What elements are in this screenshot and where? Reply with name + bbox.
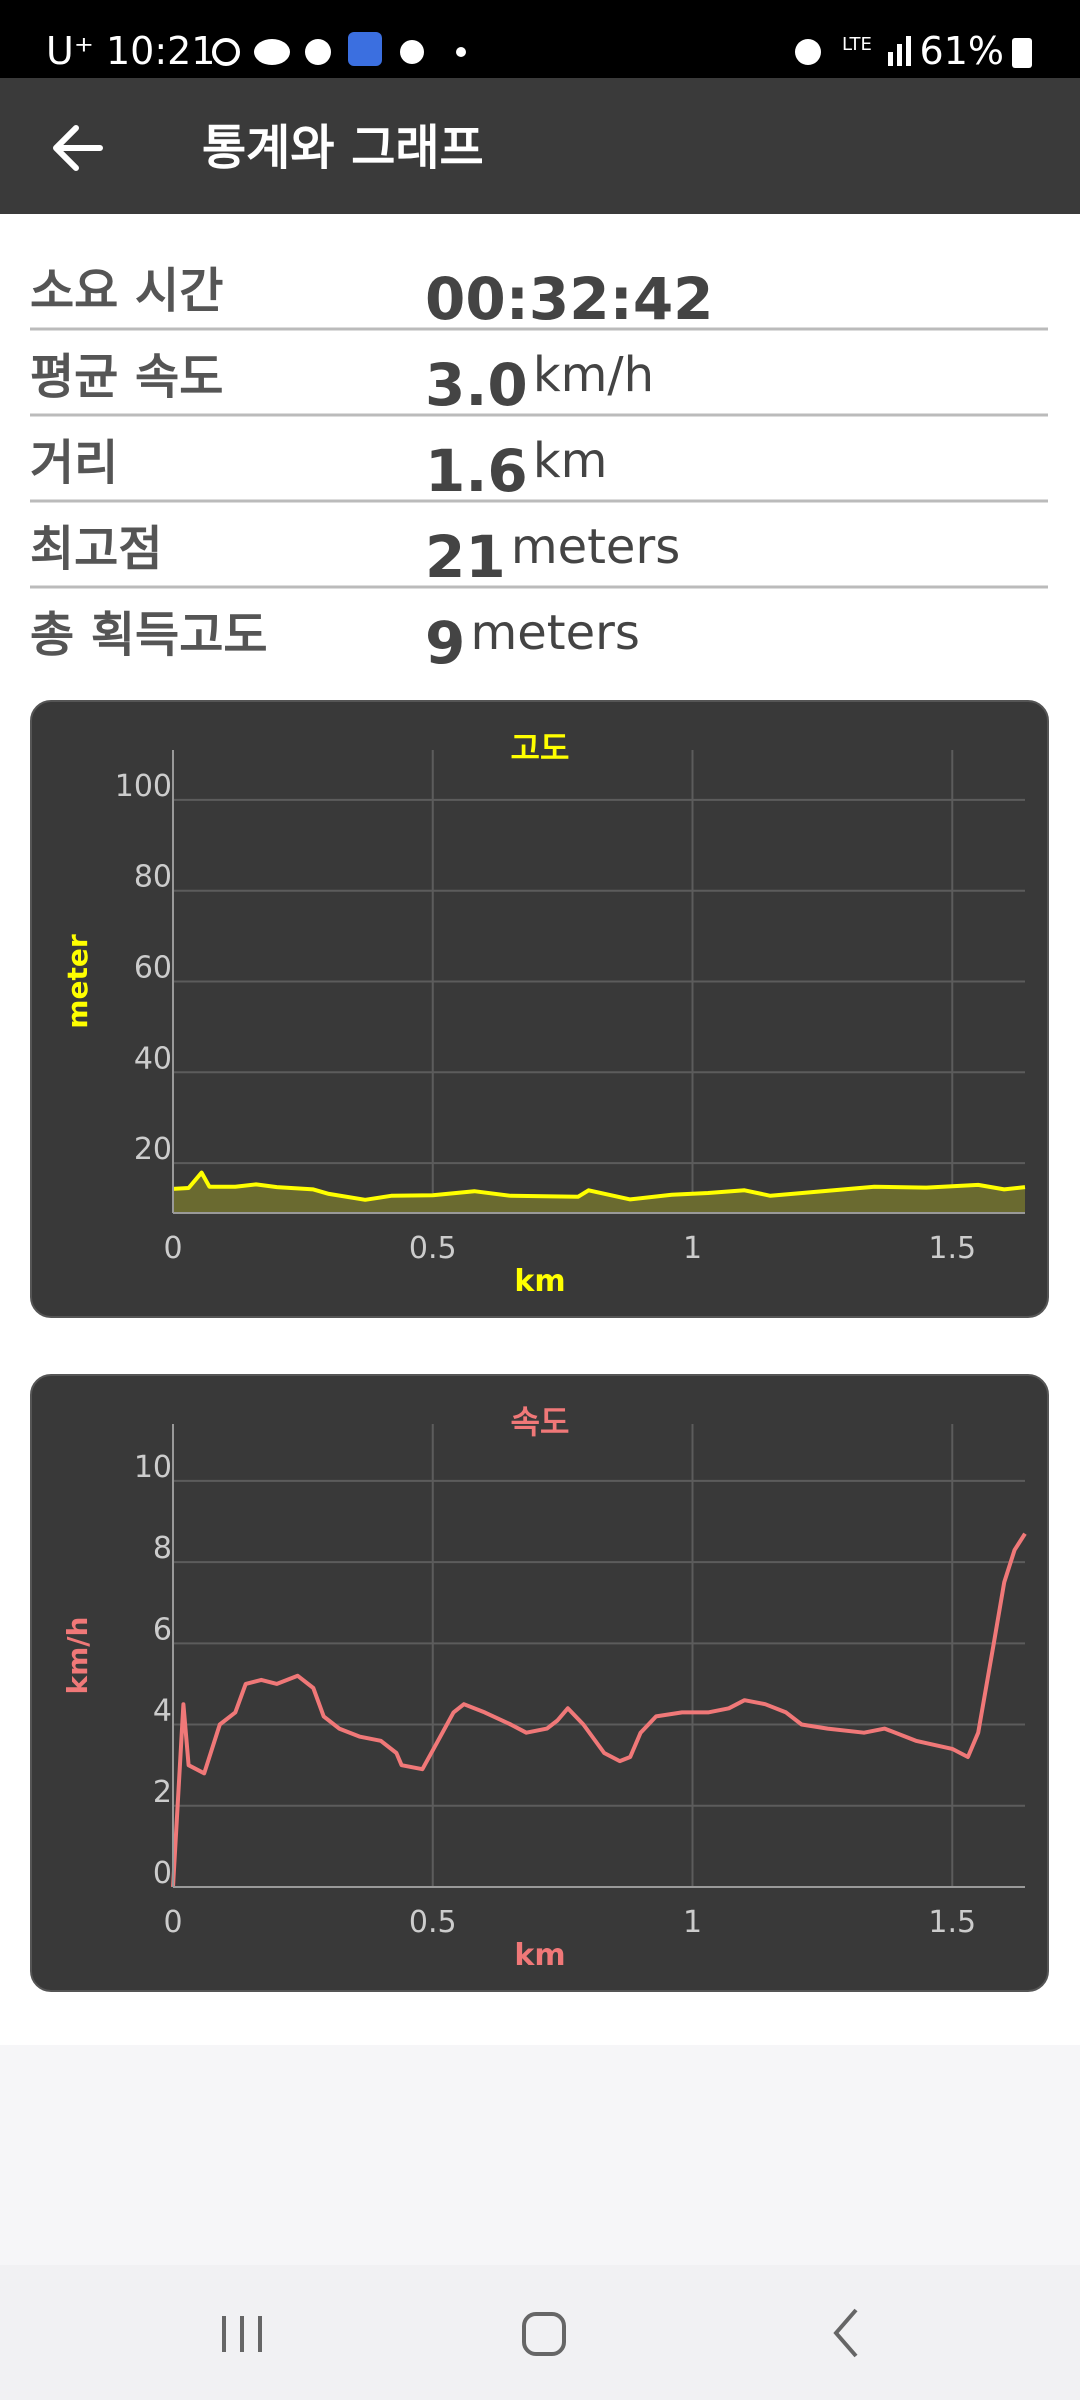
status-left: U⁺ 10:21: [46, 29, 215, 73]
x-tick-label: 1: [683, 1231, 702, 1266]
y-tick-label: 100: [115, 769, 172, 804]
app-bar: [0, 78, 1080, 214]
y-tick-label: 80: [134, 860, 172, 895]
x-tick-label: 1.5: [928, 1231, 976, 1266]
stat-value: 9 meters: [425, 605, 640, 677]
stat-unit: km/h: [533, 347, 654, 403]
y-axis-label: meter: [61, 934, 94, 1029]
stat-number: 9: [425, 609, 465, 677]
x-tick-label: 0: [163, 1905, 182, 1940]
x-axis-label: km: [514, 1264, 565, 1299]
stat-value: 00:32:42: [425, 265, 714, 333]
x-tick-label: 0: [163, 1231, 182, 1266]
stat-unit: meters: [511, 519, 680, 575]
carrier: U⁺: [46, 29, 94, 73]
x-tick-label: 1: [683, 1905, 702, 1940]
network: LTE: [842, 34, 872, 55]
nav-buttons[interactable]: [222, 2308, 858, 2358]
chart-card: [30, 1374, 1049, 1992]
stat-unit: meters: [470, 605, 639, 661]
chart-title: 속도: [511, 1403, 570, 1441]
y-tick-label: 40: [134, 1041, 172, 1076]
stat-number: 1.6: [425, 437, 528, 505]
stat-label: 총 획득고도: [30, 607, 268, 663]
y-tick-label: 10: [134, 1450, 172, 1485]
stat-value: 3.0 km/h: [425, 347, 654, 419]
y-tick-label: 6: [153, 1612, 172, 1647]
battery: 61%: [920, 29, 1004, 73]
stat-unit: km: [533, 433, 608, 489]
back-button[interactable]: [53, 125, 103, 171]
nav-bar: [0, 2265, 1080, 2400]
chart-card: [30, 700, 1049, 1318]
stat-label: 거리: [30, 435, 118, 491]
y-tick-label: 8: [153, 1531, 172, 1566]
stat-number: 00:32:42: [425, 265, 714, 333]
x-axis-label: km: [514, 1938, 565, 1973]
status-icons: [212, 32, 1032, 68]
stat-value: 21 meters: [425, 519, 680, 591]
x-tick-label: 0.5: [409, 1905, 457, 1940]
clock: 10:21: [106, 29, 216, 73]
series-line: [171, 1532, 1027, 1888]
stat-label: 최고점: [30, 521, 162, 577]
y-tick-label: 60: [134, 951, 172, 986]
app-title: 통계와 그래프: [202, 120, 484, 176]
stat-number: 3.0: [425, 351, 528, 419]
stat-label: 평균 속도: [30, 349, 223, 405]
x-tick-label: 1.5: [928, 1905, 976, 1940]
y-tick-label: 4: [153, 1694, 172, 1729]
y-axis-label: km/h: [61, 1617, 94, 1695]
y-tick-label: 2: [153, 1775, 172, 1810]
stat-label: 소요 시간: [30, 263, 223, 319]
y-tick-label: 20: [134, 1132, 172, 1167]
x-tick-label: 0.5: [409, 1231, 457, 1266]
stat-value: 1.6 km: [425, 433, 607, 505]
stat-number: 21: [425, 523, 506, 591]
y-tick-label: 0: [153, 1856, 172, 1891]
series-line: [172, 1170, 1026, 1202]
chart-title: 고도: [511, 729, 570, 767]
